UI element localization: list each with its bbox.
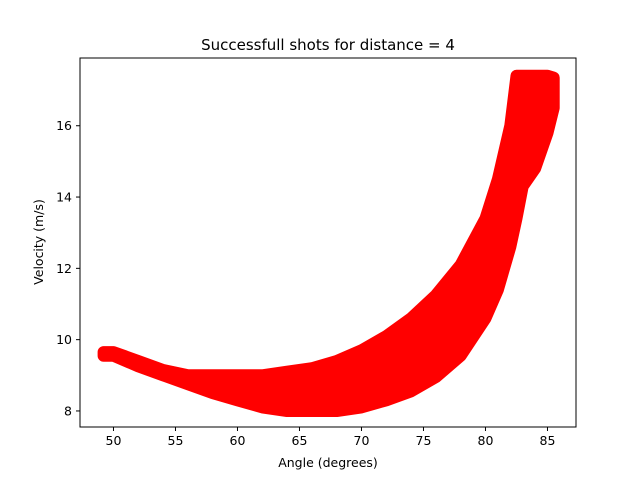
x-tick-label: 65 — [292, 433, 308, 448]
y-axis-label: Velocity (m/s) — [31, 199, 46, 285]
y-tick-label: 14 — [56, 190, 72, 205]
y-axis-ticks: 8 10 12 14 16 — [56, 118, 80, 418]
x-tick-label: 55 — [168, 433, 184, 448]
x-tick-label: 75 — [416, 433, 432, 448]
scatter-point-band — [97, 69, 560, 417]
y-tick-label: 8 — [64, 403, 72, 418]
chart-title: Successfull shots for distance = 4 — [201, 36, 455, 54]
y-tick-label: 12 — [56, 261, 72, 276]
x-axis-ticks: 50 55 60 65 70 75 80 85 — [106, 427, 556, 448]
y-tick-label: 10 — [56, 332, 72, 347]
plot-area — [97, 69, 560, 417]
x-tick-label: 60 — [230, 433, 246, 448]
x-tick-label: 80 — [478, 433, 494, 448]
x-tick-label: 50 — [106, 433, 122, 448]
y-tick-label: 16 — [56, 118, 72, 133]
x-tick-label: 85 — [540, 433, 556, 448]
x-tick-label: 70 — [354, 433, 370, 448]
plot-frame — [79, 57, 577, 428]
x-axis-label: Angle (degrees) — [278, 455, 378, 470]
